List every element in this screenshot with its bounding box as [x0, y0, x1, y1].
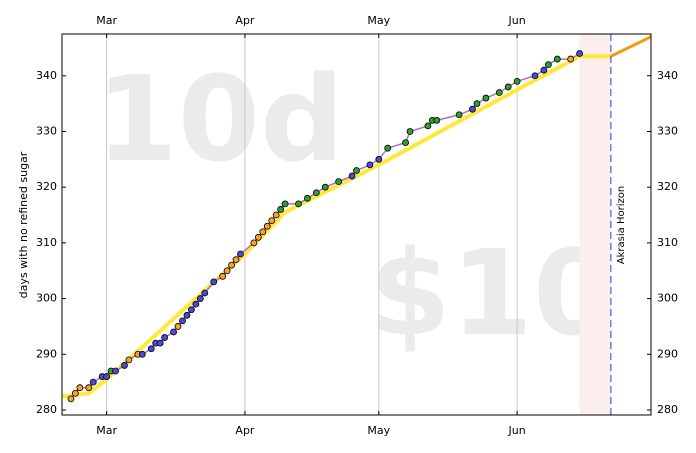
datapoint — [335, 178, 343, 186]
y-axis-label: days with no refined sugar — [17, 151, 30, 298]
datapoint — [482, 94, 490, 102]
y-tick-label: 330 — [657, 124, 678, 137]
horizon-shade — [579, 34, 611, 415]
datapoint — [237, 250, 244, 258]
datapoint — [531, 72, 539, 80]
datapoint — [179, 317, 186, 325]
x-tick-label: Mar — [96, 14, 117, 27]
datapoint — [513, 77, 521, 85]
datapoint — [424, 122, 432, 130]
datapoint — [495, 89, 503, 96]
datapoint — [232, 256, 240, 263]
datapoint — [228, 261, 235, 269]
datapoint — [304, 194, 311, 202]
y-tick-label: 280 — [36, 403, 57, 416]
y-tick-label: 310 — [657, 236, 678, 249]
datapoint — [281, 200, 289, 208]
x-tick-label: May — [367, 14, 390, 27]
datapoint — [250, 239, 258, 247]
datapoint — [384, 144, 392, 152]
datapoint — [433, 116, 441, 124]
datapoint — [170, 328, 177, 336]
y-tick-label: 300 — [657, 292, 678, 305]
datapoint — [544, 61, 552, 69]
datapoint — [192, 300, 200, 308]
datapoint — [295, 200, 302, 208]
datapoint — [406, 128, 414, 135]
datapoint — [402, 139, 409, 147]
plot-frame — [61, 33, 652, 416]
datapoint — [473, 100, 481, 108]
y-tick-label: 290 — [36, 347, 57, 360]
datapoint — [567, 55, 575, 63]
datapoint — [268, 217, 276, 225]
datapoint — [469, 105, 476, 113]
y-tick-label: 320 — [36, 180, 57, 193]
datapoint — [67, 395, 75, 403]
datapoint — [201, 289, 209, 297]
x-tick-label: Apr — [235, 424, 255, 437]
datapoint — [223, 267, 231, 275]
future-road — [610, 35, 652, 58]
datapoint — [277, 206, 285, 213]
road — [61, 54, 611, 399]
datapoint — [161, 334, 169, 341]
datapoint — [138, 350, 146, 358]
datapoint — [147, 345, 155, 353]
y-tick-label: 340 — [657, 69, 678, 82]
datapoint — [174, 323, 182, 330]
y-tick-label: 330 — [36, 124, 57, 137]
plot-background — [62, 34, 651, 415]
datapoint — [259, 228, 267, 236]
x-tick-label: Jun — [508, 424, 526, 437]
watermark: 10d — [96, 50, 345, 188]
datapoint — [121, 362, 128, 369]
datapoint — [455, 111, 463, 119]
datapoint — [210, 278, 218, 286]
datapoint — [196, 295, 204, 302]
y-tick-label: 280 — [657, 403, 678, 416]
datapoint — [353, 167, 360, 174]
datapoint — [263, 222, 271, 230]
datapoint — [321, 183, 329, 191]
datapoint — [540, 66, 548, 74]
datapoint — [76, 384, 84, 392]
datapoint — [312, 189, 320, 197]
datapoint — [366, 161, 374, 169]
y-tick-label: 340 — [36, 69, 57, 82]
horizon-label: Akrasia Horizon — [616, 186, 627, 264]
datapoint — [348, 172, 356, 180]
datapoint — [576, 50, 584, 57]
datapoint — [125, 356, 133, 364]
x-tick-label: Apr — [235, 14, 255, 27]
y-tick-label: 320 — [657, 180, 678, 193]
y-tick-label: 290 — [657, 347, 678, 360]
y-tick-label: 300 — [36, 292, 57, 305]
datapoint — [504, 83, 512, 91]
x-tick-label: Jun — [508, 14, 526, 27]
watermark: $10 — [369, 224, 615, 362]
datapoint — [112, 367, 119, 375]
datapoint — [71, 389, 79, 397]
datapoint — [188, 306, 195, 314]
x-tick-label: May — [367, 424, 390, 437]
datapoint — [219, 272, 227, 280]
x-tick-label: Mar — [96, 424, 117, 437]
datapoint — [156, 339, 164, 347]
datapoint — [183, 311, 191, 319]
datapoint — [85, 384, 93, 392]
datapoint — [254, 233, 262, 241]
datapoint — [272, 211, 280, 219]
datapoint — [375, 155, 383, 163]
y-tick-label: 310 — [36, 236, 57, 249]
datapoint — [89, 378, 97, 386]
datapoint — [103, 373, 111, 380]
datapoint — [553, 55, 561, 63]
